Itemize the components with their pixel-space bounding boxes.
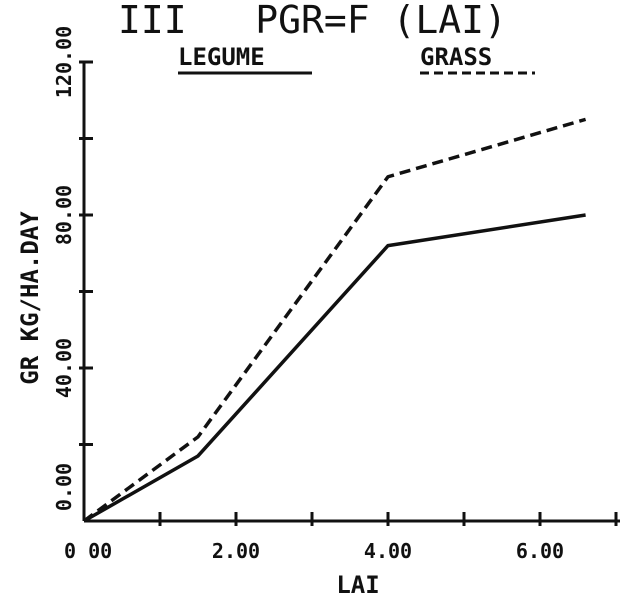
legend: LEGUME GRASS [178, 43, 535, 75]
chart-title: III PGR=F (LAI) [118, 0, 507, 42]
legend-label-grass: GRASS [420, 43, 492, 71]
series-layer [82, 117, 587, 523]
x-axis-label: LAI [336, 571, 379, 599]
series-line-legume [83, 213, 586, 523]
x-tick-label-0: 0 00 [64, 539, 112, 563]
x-tick-label-1: 2.00 [212, 539, 260, 563]
y-tick-label-2: 80.00 [52, 185, 76, 245]
y-tick-label-0: 0.00 [52, 463, 76, 511]
y-tick-label-3: 120.00 [52, 26, 76, 98]
x-tick-label-2: 4.00 [364, 539, 412, 563]
y-tick-label-1: 40.00 [52, 338, 76, 398]
x-ticks: 0 00 2.00 4.00 6.00 [64, 512, 618, 563]
y-ticks: 0.00 40.00 80.00 120.00 [52, 26, 93, 511]
y-axis-label: GR KG/HA.DAY [16, 211, 44, 385]
series-line-grass [82, 117, 587, 523]
x-tick-label-3: 6.00 [516, 539, 564, 563]
legend-label-legume: LEGUME [178, 43, 265, 71]
